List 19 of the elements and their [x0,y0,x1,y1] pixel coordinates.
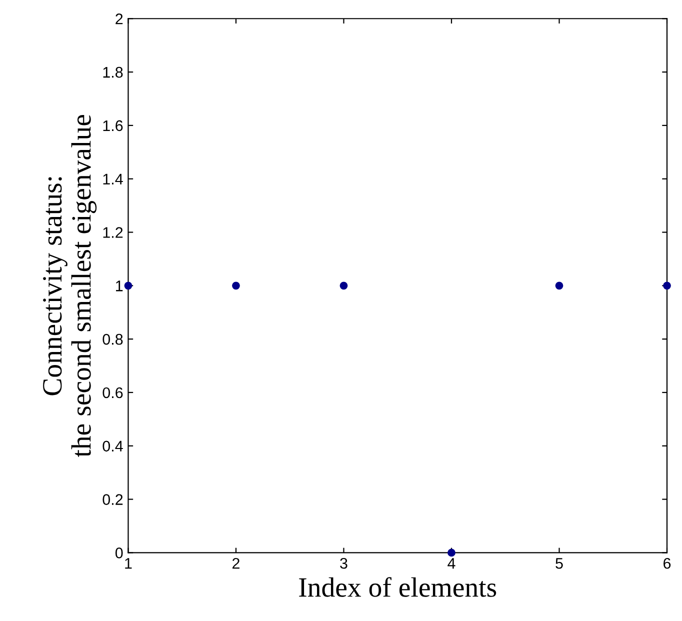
x-tick-label: 1 [125,558,132,569]
y-tick-label: 1 [116,280,123,292]
y-tick-label: 1.6 [103,120,123,132]
y-tick-label: 0.6 [102,387,123,398]
x-tick-label: 6 [664,558,671,569]
x-tick-label: 2 [232,558,240,569]
y-axis-title: Connectivity status: the second smallest eigenvalue [43,115,97,458]
y-tick-label: 0.2 [102,494,123,505]
x-tick-label: 4 [448,558,456,569]
y-tick-label: 0.4 [102,440,123,452]
y-tick-label: 1.4 [103,174,123,184]
y-tick-label: 0.8 [102,334,123,345]
y-tick-label: 1.8 [103,66,123,78]
x-axis-title: Index of elements [299,577,496,597]
y-tick-label: 0 [115,548,123,558]
x-tick-label: 3 [340,558,348,569]
y-tick-label: 2 [116,14,123,24]
x-tick-label: 5 [556,558,563,569]
y-tick-label: 1.2 [103,227,123,238]
